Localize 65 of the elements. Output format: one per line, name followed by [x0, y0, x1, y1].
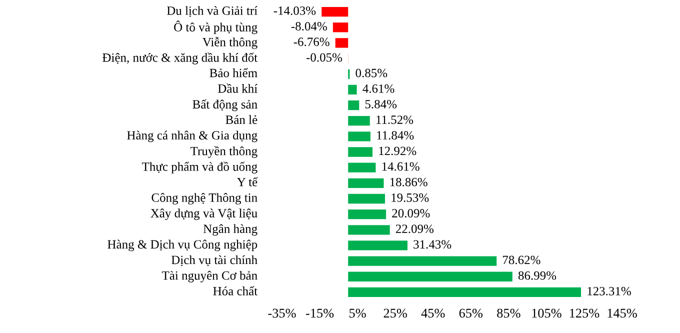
data-label: -6.76% — [294, 38, 330, 46]
y-tick-label: Dầu khí — [218, 84, 258, 93]
data-label: 78.62% — [502, 256, 540, 264]
x-tick-label: 5% — [350, 308, 366, 318]
data-label: 11.84% — [377, 131, 414, 140]
y-tick-label: Bán lẻ — [226, 115, 258, 124]
data-label: 123.31% — [588, 286, 631, 296]
y-tick-label: Xây dựng và Vật liệu — [150, 208, 258, 220]
y-tick-label: Truyền thông — [190, 146, 258, 158]
y-tick-label: Hàng & Dịch vụ Công nghiệp — [108, 240, 258, 252]
x-tick-label: 45% — [421, 308, 445, 318]
bar — [348, 100, 360, 110]
bar — [348, 272, 512, 282]
y-tick-label: Hóa chất — [213, 286, 258, 296]
y-tick-label: Tài nguyên Cơ bản — [162, 270, 258, 282]
y-tick-label: Bảo hiểm — [210, 68, 258, 78]
data-label: 86.99% — [518, 271, 556, 280]
bar — [348, 84, 357, 95]
y-tick-label: Y tế — [237, 177, 258, 186]
x-tick-label: -15% — [306, 308, 334, 318]
bar — [348, 162, 376, 172]
data-label: 11.52% — [376, 116, 414, 124]
data-label: 14.61% — [382, 162, 420, 171]
y-tick-label: Hàng cá nhân & Gia dụng — [127, 130, 258, 142]
y-tick-label: Bất động sản — [192, 99, 258, 112]
y-tick-label: Du lịch và Giải trí — [166, 6, 258, 17]
data-label: 22.09% — [396, 224, 434, 234]
x-tick-label: 105% — [532, 308, 562, 318]
y-tick-label: Ô tô và phụ tùng — [174, 20, 258, 34]
data-label: -14.03% — [274, 6, 316, 15]
data-label: -0.05% — [306, 53, 342, 62]
bar — [348, 178, 384, 188]
bar — [332, 22, 348, 32]
data-label: 4.61% — [362, 84, 394, 93]
data-label: -8.04% — [291, 22, 327, 31]
bar — [348, 147, 373, 157]
x-tick-label: 125% — [570, 308, 600, 318]
y-tick-label: Công nghệ Thông tin — [152, 193, 258, 204]
bar — [348, 240, 408, 250]
bar — [322, 6, 348, 17]
x-tick-label: 145% — [608, 308, 637, 318]
data-label: 31.43% — [414, 240, 452, 249]
bar — [348, 132, 370, 142]
x-tick-label: 85% — [497, 308, 520, 318]
bar — [335, 38, 348, 48]
data-label: 12.92% — [379, 146, 416, 156]
data-label: 20.09% — [392, 209, 430, 218]
bar — [348, 194, 385, 204]
x-tick-label: 25% — [384, 308, 407, 318]
y-tick-label: Điện, nước & xăng dầu khí đốt — [102, 52, 258, 64]
y-tick-label: Ngân hàng — [203, 224, 258, 236]
data-label: 5.84% — [365, 100, 397, 108]
bar — [348, 209, 386, 220]
bar — [348, 287, 582, 298]
y-tick-label: Dịch vụ tài chính — [172, 255, 258, 266]
x-tick-label: 65% — [459, 308, 483, 318]
data-label: 18.86% — [390, 178, 428, 186]
bar — [348, 225, 390, 235]
bar — [348, 116, 370, 126]
data-label: 19.53% — [392, 193, 429, 202]
y-tick-label: Thực phẩm và đồ uống — [142, 162, 258, 174]
y-tick-label: Viễn thông — [202, 36, 258, 49]
data-label: 0.85% — [356, 68, 388, 78]
bar — [348, 256, 497, 266]
x-tick-label: -35% — [268, 308, 296, 318]
